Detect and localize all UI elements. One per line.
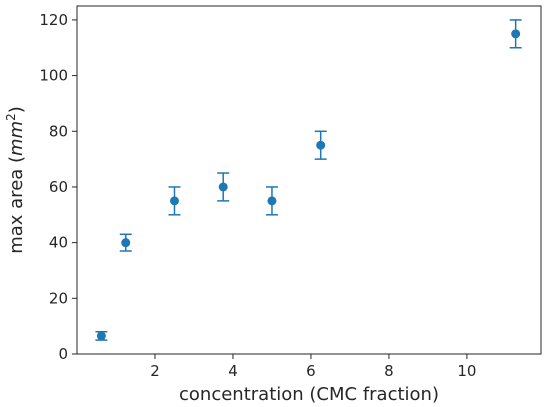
data-point <box>121 238 131 248</box>
y-axis-label-close: ) <box>6 106 27 113</box>
x-tick-label: 10 <box>457 362 476 380</box>
data-point <box>169 196 179 206</box>
data-point <box>316 140 326 150</box>
y-axis-label-main: max area ( <box>6 156 27 254</box>
y-tick-label: 100 <box>39 67 68 85</box>
y-axis-label-exponent: 2 <box>4 113 18 121</box>
y-tick-label: 40 <box>49 234 68 252</box>
y-tick-label: 0 <box>58 345 68 363</box>
data-point <box>218 182 228 192</box>
data-point <box>511 29 521 39</box>
y-tick-label: 120 <box>39 11 68 29</box>
data-point <box>267 196 277 206</box>
data-point <box>96 331 106 341</box>
y-tick-label: 80 <box>49 122 68 140</box>
y-axis-label: max area (mm2) <box>4 106 27 254</box>
y-axis-ticks: 0 20 40 60 80 100 120 <box>39 11 77 363</box>
x-axis-label: concentration (CMC fraction) <box>179 384 439 405</box>
y-tick-label: 20 <box>49 289 68 307</box>
x-tick-label: 6 <box>306 362 316 380</box>
x-tick-label: 8 <box>384 362 394 380</box>
data-points <box>95 19 522 341</box>
x-tick-label: 4 <box>228 362 238 380</box>
y-tick-label: 60 <box>49 178 68 196</box>
y-axis-label-unit: mm <box>6 121 27 156</box>
x-tick-label: 2 <box>150 362 160 380</box>
plot-area <box>76 5 542 355</box>
x-axis-ticks: 2 4 6 8 10 <box>150 354 476 380</box>
